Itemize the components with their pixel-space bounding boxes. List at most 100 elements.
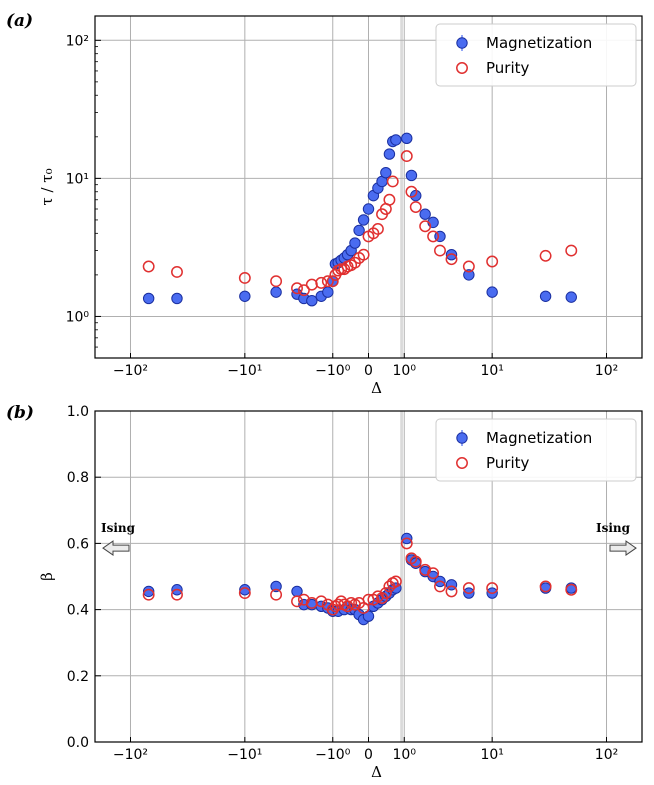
data-point (405, 169, 418, 182)
tick-label-x: −10⁰ (315, 363, 351, 379)
critical-band (400, 16, 403, 358)
data-point (419, 220, 432, 233)
data-point (539, 249, 552, 262)
data-point (390, 134, 402, 146)
data-point (405, 185, 418, 198)
data-point (142, 292, 155, 305)
panel-label: (a) (6, 11, 33, 31)
tick-label-x: 10² (595, 363, 618, 379)
tick-label-y: 0.6 (67, 536, 89, 552)
data-point (445, 249, 458, 261)
data-point (291, 282, 303, 295)
data-point (297, 284, 310, 297)
data-point (321, 275, 334, 288)
ising-label-left: Ising (101, 521, 136, 535)
legend: Magnetization Purity (435, 23, 637, 87)
tick-label-x: 10² (595, 747, 618, 763)
legend-marker (456, 37, 468, 49)
tick-label-y: 0.2 (67, 669, 89, 685)
y-axis-label: τ / τ₀ (38, 168, 56, 205)
tick-label-x: −10² (113, 363, 148, 379)
data-point (463, 269, 475, 281)
tick-label-y: 10⁰ (66, 309, 90, 325)
tick-label-x: 10⁰ (393, 363, 417, 379)
legend-marker (456, 432, 468, 444)
ising-label-right: Ising (596, 521, 631, 535)
series-purity (142, 150, 578, 297)
tick-label-x: 10⁰ (393, 747, 417, 763)
data-point (362, 203, 375, 215)
legend-label: Magnetization (486, 429, 592, 447)
tick-label-y: 10¹ (66, 171, 89, 187)
data-point (142, 260, 155, 273)
tick-label-y: 0.4 (67, 603, 89, 619)
data-point (305, 278, 318, 291)
tick-label-x: −10² (113, 747, 148, 763)
data-point (565, 244, 578, 257)
data-point (427, 230, 440, 243)
data-point (142, 588, 155, 601)
data-point (357, 248, 370, 261)
x-axis-label: Δ (371, 379, 382, 397)
data-point (386, 175, 399, 188)
data-point (238, 272, 251, 284)
data-point (380, 166, 392, 179)
data-point (565, 583, 578, 596)
legend-marker (456, 457, 468, 469)
data-point (371, 223, 384, 235)
data-point (335, 263, 348, 276)
legend-box (435, 418, 637, 482)
panel-a: −10² −10¹ −10⁰ 0 10⁰ 10¹ 10² 10⁰ 10¹ 10² Δτ / τ₀ (a… (6, 11, 643, 397)
legend-box (435, 23, 637, 87)
tick-label-x: 10¹ (480, 363, 503, 379)
tick-label-x: −10⁰ (315, 747, 351, 763)
data-point (419, 563, 432, 576)
x-axis-label: Δ (371, 763, 382, 781)
data-point (401, 132, 413, 145)
data-point (383, 148, 396, 160)
data-point (315, 595, 328, 608)
tick-label-x: 0 (364, 363, 373, 379)
arrow-right-icon (609, 540, 637, 557)
tick-label-y: 10² (66, 33, 89, 49)
data-point (326, 275, 339, 288)
data-point (400, 537, 413, 550)
data-point (349, 237, 361, 249)
data-point (539, 290, 552, 302)
tick-label-x: −10¹ (227, 747, 262, 763)
series-magnetization (142, 132, 577, 307)
arrow-left-icon (102, 540, 130, 557)
panel-b: −10² −10¹ −10⁰ 0 10⁰ 10¹ 10² 0.0 0.2 0.4 0.6 0.8 1.0… (6, 403, 643, 781)
data-point (239, 290, 251, 302)
data-point (400, 150, 413, 163)
data-point (409, 201, 422, 213)
legend-label: Purity (486, 59, 530, 77)
panel-label: (b) (6, 403, 34, 423)
data-point (383, 193, 396, 206)
data-point (142, 585, 155, 598)
data-point (539, 580, 552, 593)
data-point (270, 580, 282, 593)
data-point (565, 291, 577, 303)
legend-marker (456, 62, 468, 74)
data-point (427, 567, 440, 580)
data-point (445, 253, 458, 266)
data-point (171, 588, 183, 601)
critical-band (400, 411, 403, 742)
data-point (357, 214, 370, 226)
data-point (171, 266, 183, 278)
data-point (338, 263, 351, 276)
data-point (434, 580, 446, 593)
series-purity (142, 537, 578, 616)
data-point (486, 582, 499, 595)
data-point (341, 600, 354, 613)
data-point (315, 276, 328, 289)
data-point (486, 286, 498, 298)
data-point (389, 575, 402, 588)
data-point (434, 244, 446, 257)
data-point (445, 585, 458, 598)
tick-label-x: 0 (364, 747, 373, 763)
data-point (462, 582, 475, 595)
data-point (297, 593, 310, 606)
